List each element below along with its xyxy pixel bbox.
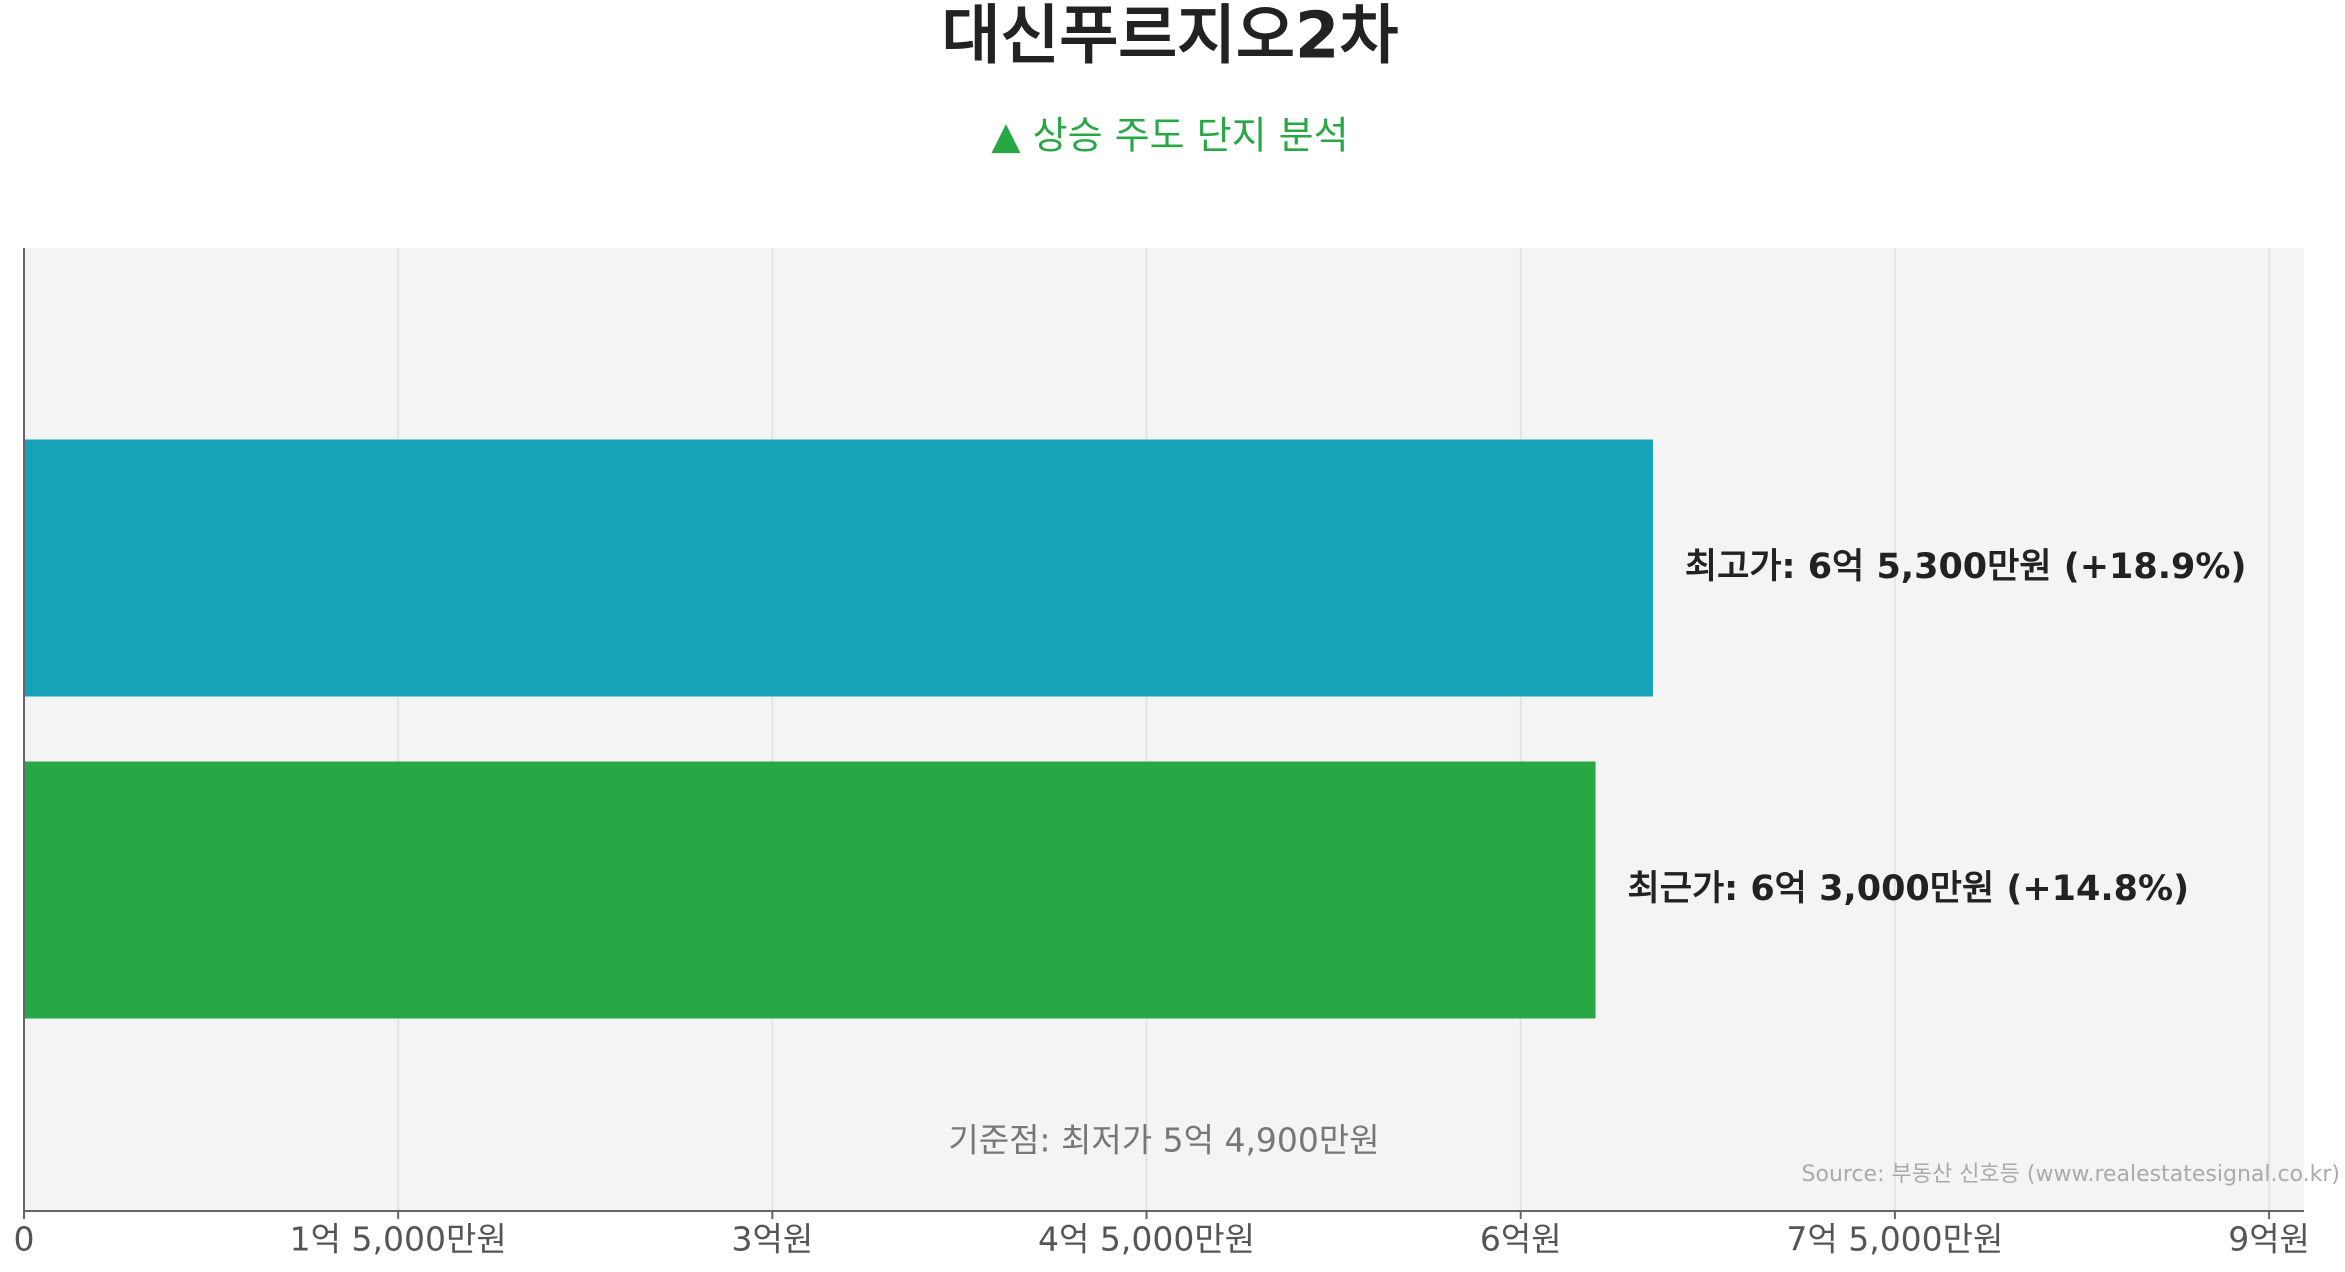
x-tick-label: 4억 5,000만원 <box>1038 1220 1255 1259</box>
plot-background <box>24 248 2304 1211</box>
chart-subtitle: ▲ 상승 주도 단지 분석 <box>991 114 1348 158</box>
bars: 최고가: 6억 5,300만원 (+18.9%) 최근가: 6억 3,000만원 … <box>24 439 2247 1019</box>
source: Source: 부동산 신호등 (www.realestatesignal.co… <box>1802 1162 2340 1187</box>
x-tick-label: 1억 5,000만원 <box>290 1220 507 1259</box>
value-label: 최근가: 6억 3,000만원 (+14.8%) <box>1628 869 2190 909</box>
x-tick-label: 6억원 <box>1480 1220 1562 1259</box>
x-tick-label: 7억 5,000만원 <box>1786 1220 2003 1259</box>
bar <box>24 439 1653 697</box>
bar <box>24 761 1596 1019</box>
x-tick-label: 3억원 <box>731 1220 813 1259</box>
value-label: 최고가: 6억 5,300만원 (+18.9%) <box>1685 547 2247 587</box>
chart-title: 대신푸르지오2차 <box>942 0 1399 74</box>
x-tick-label: 9억원 <box>2228 1220 2310 1259</box>
annotation: 기준점: 최저가 5억 4,900만원 <box>948 1121 1379 1160</box>
grid <box>23 248 2271 1211</box>
x-tick-label: 0 <box>14 1220 35 1259</box>
